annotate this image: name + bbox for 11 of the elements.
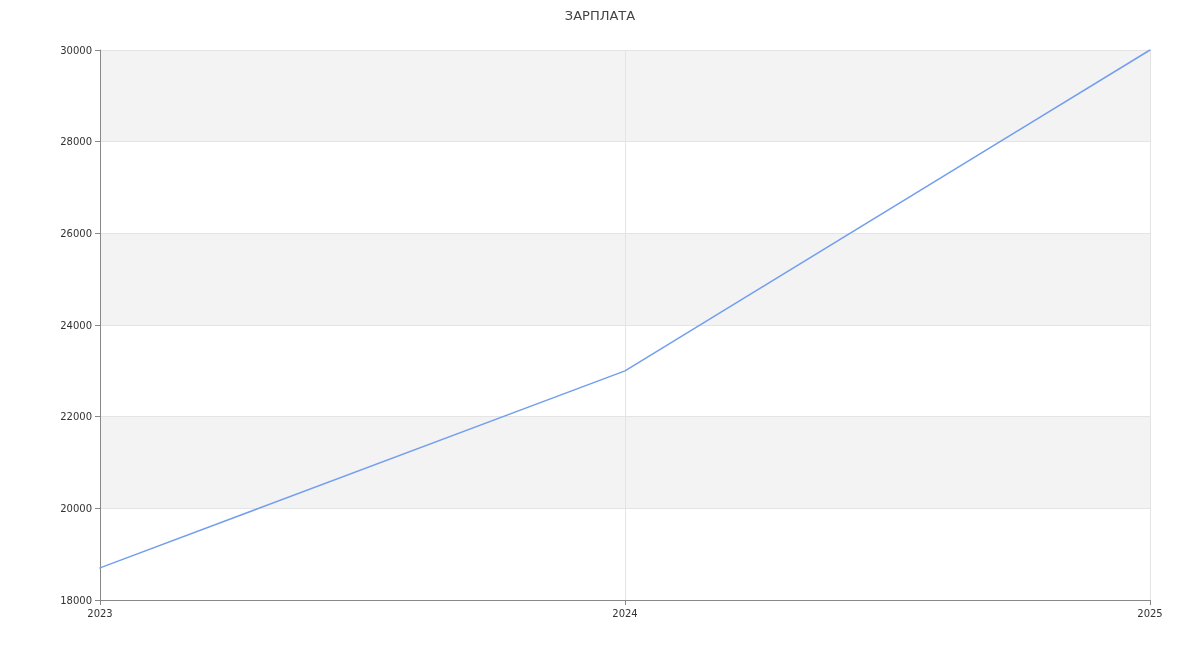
y-tick-label: 24000 bbox=[60, 319, 92, 331]
x-tick-label: 2024 bbox=[612, 607, 638, 619]
x-tick-label: 2023 bbox=[87, 607, 113, 619]
y-tick-label: 20000 bbox=[60, 502, 92, 514]
y-tick-label: 26000 bbox=[60, 227, 92, 239]
y-tick-label: 18000 bbox=[60, 594, 92, 606]
chart-title: ЗАРПЛАТА bbox=[564, 8, 636, 23]
y-tick-label: 30000 bbox=[60, 44, 92, 56]
x-tick-label: 2025 bbox=[1137, 607, 1163, 619]
y-tick-label: 28000 bbox=[60, 136, 92, 148]
y-tick-label: 22000 bbox=[60, 411, 92, 423]
